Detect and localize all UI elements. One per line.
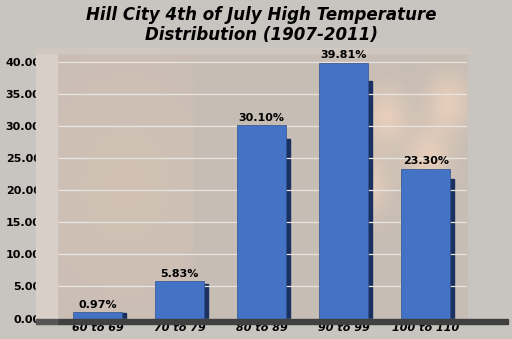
Bar [155, 281, 204, 319]
Bar [286, 139, 290, 319]
Bar [451, 179, 454, 319]
Text: 30.10%: 30.10% [239, 113, 285, 123]
Polygon shape [36, 49, 473, 54]
Title: Hill City 4th of July High Temperature
Distribution (1907-2011): Hill City 4th of July High Temperature D… [87, 5, 437, 44]
Bar [56, 319, 508, 324]
Text: 5.83%: 5.83% [160, 268, 199, 279]
Bar [122, 313, 125, 319]
Bar [73, 312, 122, 319]
Text: 0.97%: 0.97% [78, 300, 117, 310]
Bar [401, 169, 451, 319]
Bar [237, 125, 286, 319]
Bar [319, 63, 368, 319]
Text: 39.81%: 39.81% [321, 50, 367, 60]
Text: 23.30%: 23.30% [403, 156, 449, 166]
Polygon shape [36, 319, 56, 324]
Bar [368, 81, 372, 319]
Bar [36, 49, 56, 319]
Bar [204, 284, 208, 319]
